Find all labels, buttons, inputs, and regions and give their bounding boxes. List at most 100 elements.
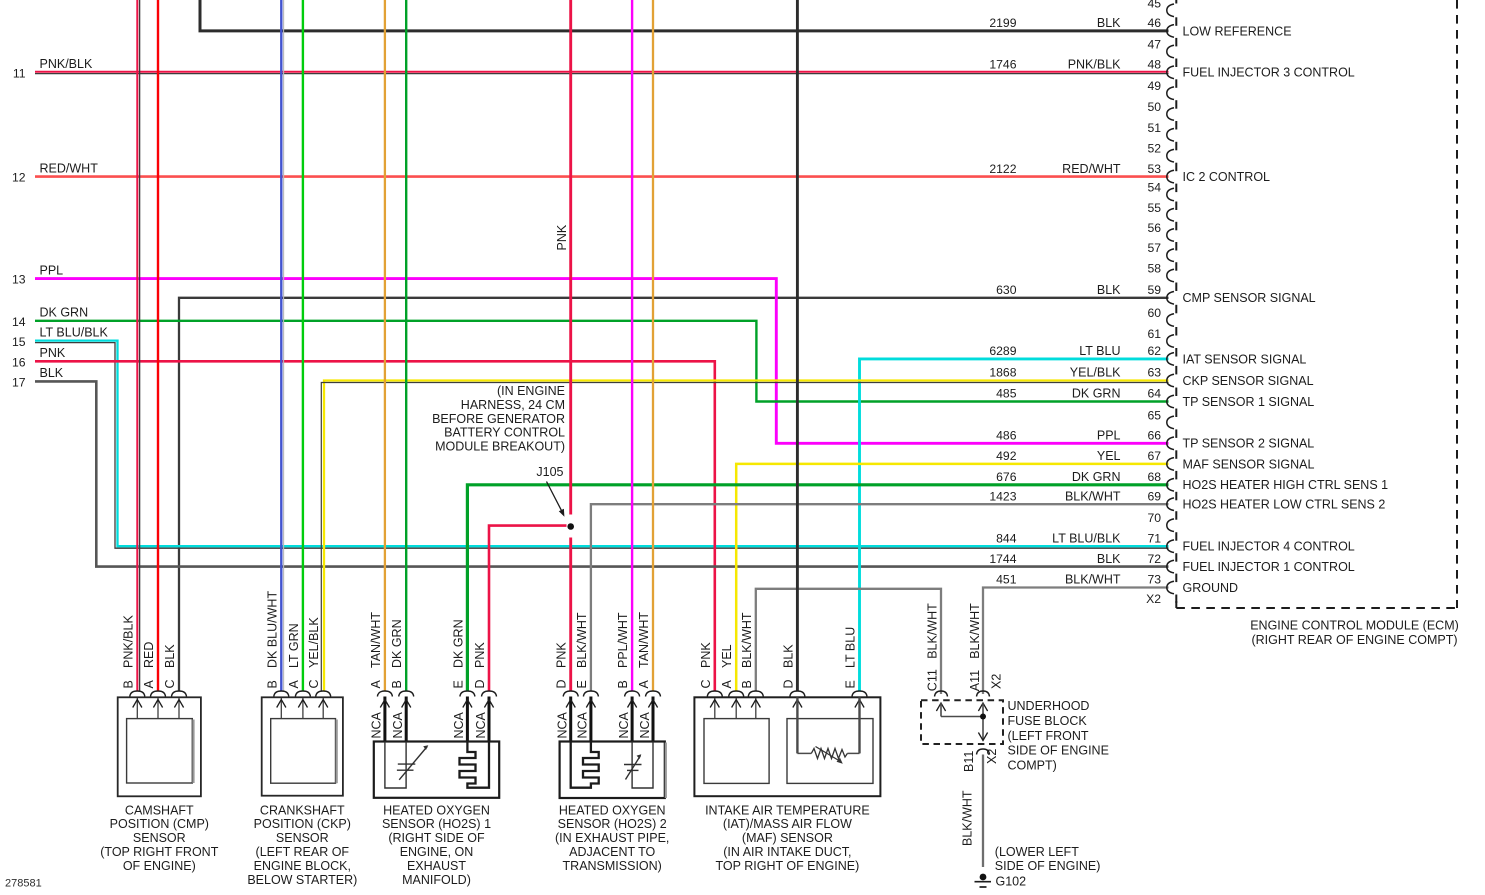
svg-text:FUEL INJECTOR 3 CONTROL: FUEL INJECTOR 3 CONTROL: [1183, 66, 1355, 80]
svg-text:52: 52: [1147, 142, 1161, 156]
svg-text:PNK/BLK: PNK/BLK: [121, 615, 135, 668]
svg-text:NCA: NCA: [391, 711, 405, 738]
svg-text:67: 67: [1147, 449, 1161, 463]
svg-text:11: 11: [13, 66, 26, 80]
svg-text:E: E: [451, 680, 465, 688]
svg-text:PNK: PNK: [473, 642, 487, 668]
svg-text:FUEL INJECTOR 1 CONTROL: FUEL INJECTOR 1 CONTROL: [1183, 560, 1355, 574]
svg-text:SENSOR (HO2S) 2: SENSOR (HO2S) 2: [558, 817, 667, 831]
svg-text:LT BLU: LT BLU: [844, 627, 858, 668]
svg-text:B: B: [265, 680, 279, 688]
svg-text:71: 71: [1147, 531, 1161, 545]
svg-text:IC 2 CONTROL: IC 2 CONTROL: [1183, 170, 1271, 184]
svg-text:MAF SENSOR SIGNAL: MAF SENSOR SIGNAL: [1183, 457, 1315, 471]
svg-text:DK GRN: DK GRN: [390, 619, 404, 668]
svg-text:68: 68: [1147, 470, 1161, 484]
svg-text:17: 17: [12, 375, 26, 389]
svg-text:(RIGHT REAR OF ENGINE COMPT): (RIGHT REAR OF ENGINE COMPT): [1251, 633, 1457, 647]
svg-text:50: 50: [1147, 100, 1161, 114]
svg-text:(IN ENGINE: (IN ENGINE: [497, 384, 565, 398]
svg-text:47: 47: [1147, 38, 1161, 52]
svg-text:451: 451: [996, 573, 1017, 587]
svg-text:60: 60: [1147, 306, 1161, 320]
svg-text:BLK/WHT: BLK/WHT: [968, 603, 982, 659]
svg-text:E: E: [575, 680, 589, 688]
svg-text:(LEFT FRONT: (LEFT FRONT: [1008, 729, 1089, 743]
svg-text:51: 51: [1147, 121, 1161, 135]
svg-text:C11: C11: [926, 669, 940, 691]
svg-text:BLK/WHT: BLK/WHT: [1065, 489, 1121, 503]
svg-text:BLK: BLK: [1097, 552, 1121, 566]
svg-text:13: 13: [12, 273, 26, 287]
svg-text:RED/WHT: RED/WHT: [1062, 162, 1121, 176]
svg-text:61: 61: [1147, 327, 1161, 341]
svg-text:EXHAUST: EXHAUST: [407, 859, 466, 873]
svg-text:278581: 278581: [5, 878, 42, 890]
svg-text:72: 72: [1147, 552, 1161, 566]
svg-text:POSITION (CKP): POSITION (CKP): [254, 817, 351, 831]
svg-text:X2: X2: [989, 674, 1003, 689]
svg-text:DK GRN: DK GRN: [1072, 470, 1121, 484]
svg-text:BLK/WHT: BLK/WHT: [740, 612, 754, 668]
svg-text:LT BLU/BLK: LT BLU/BLK: [1052, 531, 1121, 545]
svg-text:PNK: PNK: [555, 224, 569, 250]
svg-text:(LEFT REAR OF: (LEFT REAR OF: [256, 845, 350, 859]
svg-text:49: 49: [1147, 79, 1161, 93]
svg-text:DK GRN: DK GRN: [451, 619, 465, 668]
svg-text:BELOW STARTER): BELOW STARTER): [247, 873, 357, 887]
svg-text:CKP SENSOR SIGNAL: CKP SENSOR SIGNAL: [1183, 374, 1314, 388]
svg-text:NCA: NCA: [452, 711, 466, 738]
svg-text:INTAKE AIR TEMPERATURE: INTAKE AIR TEMPERATURE: [705, 803, 870, 817]
svg-text:844: 844: [996, 531, 1017, 545]
svg-text:SENSOR (HO2S) 1: SENSOR (HO2S) 1: [382, 817, 491, 831]
svg-text:LT BLU/BLK: LT BLU/BLK: [40, 326, 109, 340]
svg-text:54: 54: [1147, 181, 1161, 195]
svg-text:PNK/BLK: PNK/BLK: [1068, 58, 1121, 72]
svg-text:A: A: [637, 680, 651, 689]
svg-text:OF ENGINE): OF ENGINE): [123, 859, 196, 873]
svg-text:PPL/WHT: PPL/WHT: [616, 612, 630, 668]
svg-text:DK BLU/WHT: DK BLU/WHT: [265, 591, 279, 668]
svg-text:1744: 1744: [989, 552, 1016, 566]
svg-text:NCA: NCA: [370, 711, 384, 738]
svg-text:BLK/WHT: BLK/WHT: [575, 612, 589, 668]
svg-text:492: 492: [996, 449, 1017, 463]
svg-text:G102: G102: [996, 875, 1027, 889]
svg-text:73: 73: [1147, 573, 1161, 587]
svg-text:DK GRN: DK GRN: [1072, 387, 1121, 401]
svg-text:66: 66: [1147, 429, 1161, 443]
svg-text:D: D: [473, 679, 487, 688]
svg-text:NCA: NCA: [617, 711, 631, 738]
svg-text:HO2S HEATER LOW CTRL SENS 2: HO2S HEATER LOW CTRL SENS 2: [1183, 498, 1386, 512]
svg-text:(TOP RIGHT FRONT: (TOP RIGHT FRONT: [100, 845, 218, 859]
svg-text:12: 12: [12, 171, 26, 185]
svg-text:16: 16: [12, 355, 26, 369]
svg-text:486: 486: [996, 429, 1017, 443]
svg-text:CMP SENSOR SIGNAL: CMP SENSOR SIGNAL: [1183, 291, 1316, 305]
svg-text:MANIFOLD): MANIFOLD): [402, 873, 471, 887]
svg-text:A: A: [720, 680, 734, 689]
svg-text:485: 485: [996, 387, 1017, 401]
svg-text:LOW REFERENCE: LOW REFERENCE: [1183, 24, 1292, 38]
svg-text:GROUND: GROUND: [1183, 581, 1239, 595]
svg-text:46: 46: [1147, 16, 1161, 30]
svg-text:14: 14: [12, 315, 26, 329]
svg-text:TP SENSOR 2 SIGNAL: TP SENSOR 2 SIGNAL: [1183, 437, 1315, 451]
svg-text:D: D: [555, 679, 569, 688]
svg-text:ENGINE BLOCK,: ENGINE BLOCK,: [254, 859, 351, 873]
svg-text:MODULE BREAKOUT): MODULE BREAKOUT): [435, 440, 565, 454]
svg-text:CRANKSHAFT: CRANKSHAFT: [260, 803, 345, 817]
svg-text:56: 56: [1147, 221, 1161, 235]
svg-text:SENSOR: SENSOR: [133, 831, 186, 845]
svg-text:UNDERHOOD: UNDERHOOD: [1008, 699, 1090, 713]
svg-text:HO2S HEATER HIGH CTRL SENS 1: HO2S HEATER HIGH CTRL SENS 1: [1183, 478, 1389, 492]
svg-text:SIDE OF ENGINE: SIDE OF ENGINE: [1008, 744, 1109, 758]
svg-text:BLK/WHT: BLK/WHT: [961, 790, 975, 846]
svg-text:D: D: [781, 679, 795, 688]
svg-text:(IAT)/MASS AIR FLOW: (IAT)/MASS AIR FLOW: [723, 817, 852, 831]
svg-text:YEL: YEL: [1097, 449, 1121, 463]
svg-text:TAN/WHT: TAN/WHT: [637, 612, 651, 668]
svg-text:TRANSMISSION): TRANSMISSION): [563, 859, 662, 873]
svg-text:X2: X2: [985, 749, 999, 764]
svg-text:TP SENSOR 1 SIGNAL: TP SENSOR 1 SIGNAL: [1183, 395, 1315, 409]
